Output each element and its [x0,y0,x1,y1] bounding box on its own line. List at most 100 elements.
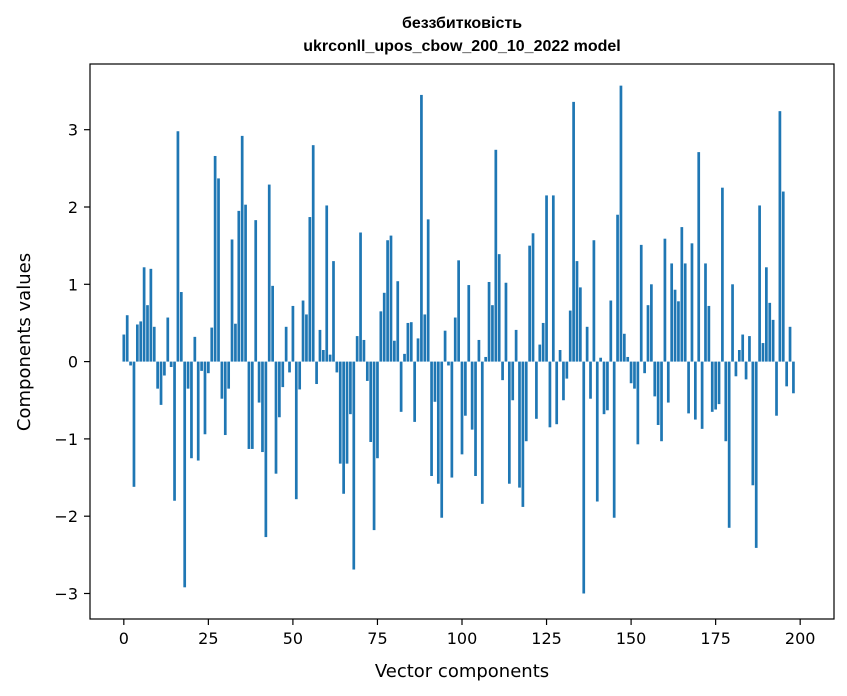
bar [139,321,143,362]
bar [687,361,690,414]
bar [589,361,592,399]
bar [633,361,636,389]
bar [403,353,406,362]
bar [362,339,366,362]
bar [433,361,437,402]
axes-group: 0 25 50 75 100 125 150 175 200 −3 −2 −1 0 1 2 3 [54,121,815,648]
bar [342,361,345,494]
bar [386,240,389,362]
bar [369,361,373,442]
x-tick-label: 200 [785,629,816,648]
bar [284,326,288,362]
bar [741,334,745,362]
bar [480,361,484,504]
bar [305,314,308,362]
bar [653,361,657,397]
bar [707,305,711,362]
bar [152,326,156,362]
bar [639,244,643,362]
bar [788,326,792,362]
x-tick-label: 100 [447,629,478,648]
bar [565,361,569,379]
bar [677,301,680,362]
bar [484,356,488,362]
bar [771,319,775,362]
bar [426,219,430,362]
bar [210,327,214,362]
bar [585,326,589,362]
bar [135,324,139,362]
x-tick-label: 50 [283,629,303,648]
bar [240,135,244,362]
bar [301,300,305,362]
bar [754,361,758,548]
bar [619,85,623,362]
bar [643,361,646,374]
bar [365,361,369,381]
bar [335,361,339,373]
bar [271,285,274,362]
x-tick-label: 0 [119,629,129,648]
chart-subtitle: ukrconll_upos_cbow_200_10_2022 model [303,38,620,55]
bar [278,361,281,418]
bar [670,263,674,362]
bar [721,187,724,362]
bar [237,210,241,362]
bar [159,361,163,405]
bar [781,191,785,362]
bar [673,289,677,362]
bar [579,287,582,362]
bar [132,361,136,487]
bar [538,344,542,362]
bar [288,361,291,373]
bar [447,361,450,366]
bar [650,284,653,362]
bar [683,263,687,362]
bar [146,305,149,362]
bar [464,361,467,416]
bar [420,94,423,362]
bars-group [122,85,795,594]
bar [345,361,349,464]
bar [768,302,772,362]
y-tick-label: −2 [54,507,78,526]
bar [125,315,129,362]
bar [166,317,170,362]
bar [737,350,741,362]
bar [207,361,210,374]
bar [244,204,247,362]
bar [734,361,738,377]
bar [247,361,251,449]
bar [254,220,258,362]
bar [761,343,765,362]
bar [751,361,755,486]
bar [710,361,714,412]
y-axis-label: Components values [14,253,35,431]
bar [680,227,684,362]
bar [129,361,132,366]
bar [261,361,264,453]
bar [376,361,379,459]
bar [470,361,474,430]
bar [450,361,454,478]
bar [541,322,545,362]
bar [396,281,400,362]
x-tick-label: 25 [198,629,218,648]
bar [660,361,663,442]
bar [521,361,525,507]
bar [355,336,359,362]
bar [142,267,146,362]
bar [551,195,555,362]
bar [291,305,295,362]
bar [169,361,173,368]
bar [325,205,329,362]
bar [724,361,728,442]
bar [606,361,609,411]
x-tick-label: 175 [700,629,731,648]
bar [281,361,285,388]
bar [173,361,176,501]
bar [234,323,237,362]
bar [535,361,538,419]
bar [308,217,312,362]
bar [514,329,518,362]
